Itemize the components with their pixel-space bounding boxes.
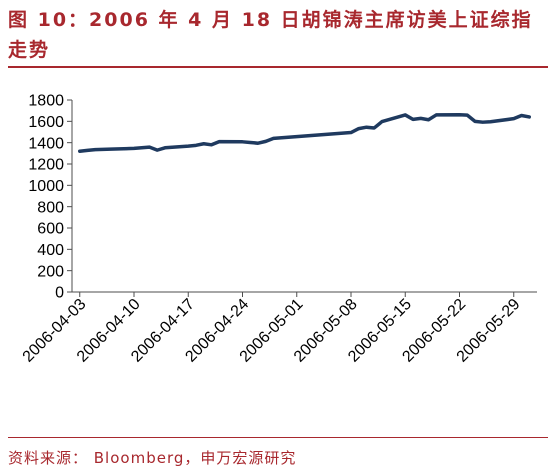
y-tick-label: 800 xyxy=(37,199,64,216)
y-tick-label: 1400 xyxy=(28,135,64,152)
x-axis: 2006-04-032006-04-102006-04-172006-04-24… xyxy=(20,291,537,366)
figure-title: 图 10：2006 年 4 月 18 日胡锦涛主席访美上证综指走势 xyxy=(8,9,533,61)
y-tick-label: 1600 xyxy=(28,114,64,131)
y-tick-label: 1200 xyxy=(28,157,64,174)
title-underline xyxy=(8,66,548,68)
series-line xyxy=(78,112,531,153)
y-tick-label: 0 xyxy=(55,285,64,302)
y-tick-label: 200 xyxy=(37,263,64,280)
y-axis: 0 200 400 600 800 1000 1200 1400 1600 1800 xyxy=(28,93,73,302)
y-tick-label: 600 xyxy=(37,221,64,238)
y-tick-label: 1800 xyxy=(28,93,64,110)
y-tick-label: 400 xyxy=(37,242,64,259)
source-note: 资料来源： Bloomberg，申万宏源研究 xyxy=(8,449,297,467)
y-tick-label: 1000 xyxy=(28,178,64,195)
source-rule xyxy=(8,437,548,438)
